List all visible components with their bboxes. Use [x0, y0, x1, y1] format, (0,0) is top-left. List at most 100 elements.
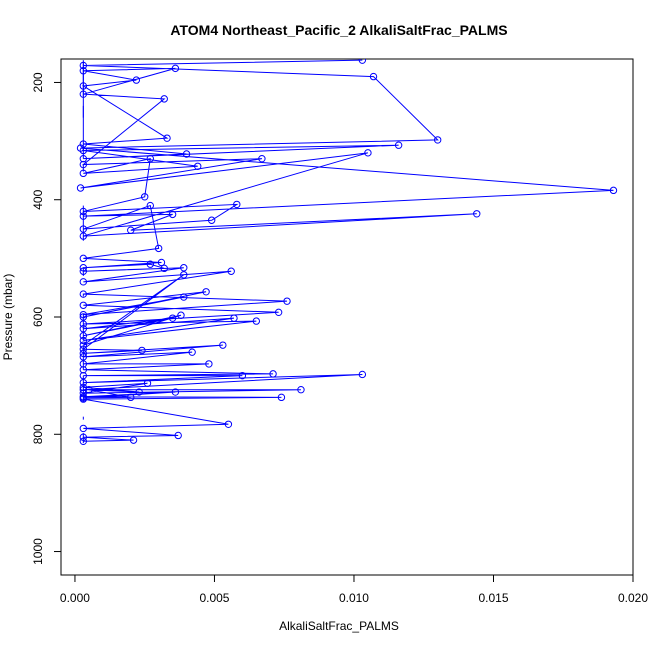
x-tick-label: 0.020	[618, 591, 648, 605]
data-point	[154, 244, 163, 253]
data-point	[85, 386, 93, 394]
data-point	[180, 293, 188, 301]
y-tick-label: 600	[31, 307, 45, 327]
data-point	[163, 134, 171, 142]
data-point	[79, 366, 88, 374]
data-point	[146, 201, 154, 210]
data-point	[79, 424, 88, 433]
data-point	[79, 389, 88, 397]
x-tick-label: 0.005	[199, 591, 229, 605]
data-point	[157, 258, 166, 267]
x-axis: 0.000 0.005 0.010 0.015 0.020	[60, 574, 648, 605]
data-point	[79, 433, 88, 441]
data-point	[79, 345, 88, 353]
data-point	[79, 336, 88, 345]
y-axis: 200 400 600 800 1000	[31, 72, 61, 565]
y-tick-label: 200	[31, 72, 45, 92]
data-point	[79, 67, 88, 75]
data-point	[79, 393, 88, 401]
data-point	[219, 341, 227, 349]
data-point	[79, 267, 88, 275]
data-point	[205, 360, 213, 368]
data-point	[79, 61, 88, 70]
data-point	[79, 360, 88, 368]
data-point	[168, 314, 177, 322]
data-point	[79, 225, 88, 233]
data-point	[79, 325, 88, 333]
data-point	[364, 149, 372, 157]
data-point	[127, 393, 135, 402]
data-point	[79, 353, 88, 361]
y-axis-label: Pressure (mbar)	[1, 274, 15, 361]
data-point	[76, 184, 85, 192]
data-point	[79, 82, 88, 90]
data-point	[224, 420, 233, 428]
data-point	[141, 193, 149, 201]
data-point	[79, 254, 88, 263]
data-point	[277, 393, 286, 402]
data-point	[433, 136, 442, 144]
data-point	[146, 260, 154, 268]
data-point	[160, 264, 168, 273]
data-point	[274, 308, 283, 317]
data-point	[207, 216, 216, 224]
y-tick-label: 1000	[31, 538, 45, 565]
x-tick-label: 0.015	[478, 591, 508, 605]
data-point	[252, 317, 261, 325]
data-point	[394, 141, 403, 149]
data-point	[79, 154, 88, 163]
data-point	[297, 386, 305, 394]
data-point	[369, 72, 378, 81]
data-point	[79, 207, 88, 216]
data-point	[79, 395, 88, 403]
data-point	[79, 332, 88, 340]
data-point	[202, 288, 210, 296]
data-point	[171, 64, 180, 73]
data-point	[227, 267, 235, 275]
data-point	[79, 313, 88, 321]
data-point	[135, 388, 143, 396]
data-point	[188, 348, 196, 356]
data-point	[182, 150, 191, 158]
x-tick-label: 0.000	[60, 591, 90, 605]
data-point	[79, 232, 88, 240]
data-point	[79, 310, 88, 319]
data-point	[171, 388, 180, 396]
y-tick-label: 400	[31, 189, 45, 209]
data-point	[194, 162, 202, 171]
data-point	[177, 311, 185, 319]
data-point	[79, 160, 88, 169]
data-point	[79, 437, 88, 446]
data-point	[79, 378, 88, 387]
data-point	[79, 212, 88, 220]
x-axis-label: AlkaliSaltFrac_PALMS	[279, 619, 399, 633]
data-point	[283, 297, 291, 305]
x-tick-label: 0.010	[339, 591, 369, 605]
data-point	[79, 264, 88, 272]
data-point	[79, 301, 88, 309]
data-point	[79, 90, 88, 98]
data-point	[143, 379, 152, 387]
plot-frame	[60, 58, 634, 576]
data-point	[358, 59, 367, 64]
data-point	[79, 386, 88, 394]
chart-title: ATOM4 Northeast_Pacific_2 AlkaliSaltFrac…	[170, 22, 507, 38]
data-point	[79, 341, 88, 349]
data-point	[79, 146, 88, 155]
data-point	[138, 346, 146, 355]
data-point	[79, 320, 88, 328]
data-point	[180, 271, 188, 279]
data-point	[609, 186, 618, 195]
y-tick-label: 800	[31, 424, 45, 444]
data-point	[180, 264, 188, 272]
data-point	[269, 370, 277, 378]
data-point	[79, 371, 88, 380]
data-series	[76, 59, 618, 446]
data-point	[258, 154, 266, 163]
data-point	[174, 431, 182, 440]
data-point	[160, 95, 168, 103]
data-point	[230, 314, 238, 322]
data-point	[79, 278, 88, 286]
data-point	[358, 370, 367, 379]
